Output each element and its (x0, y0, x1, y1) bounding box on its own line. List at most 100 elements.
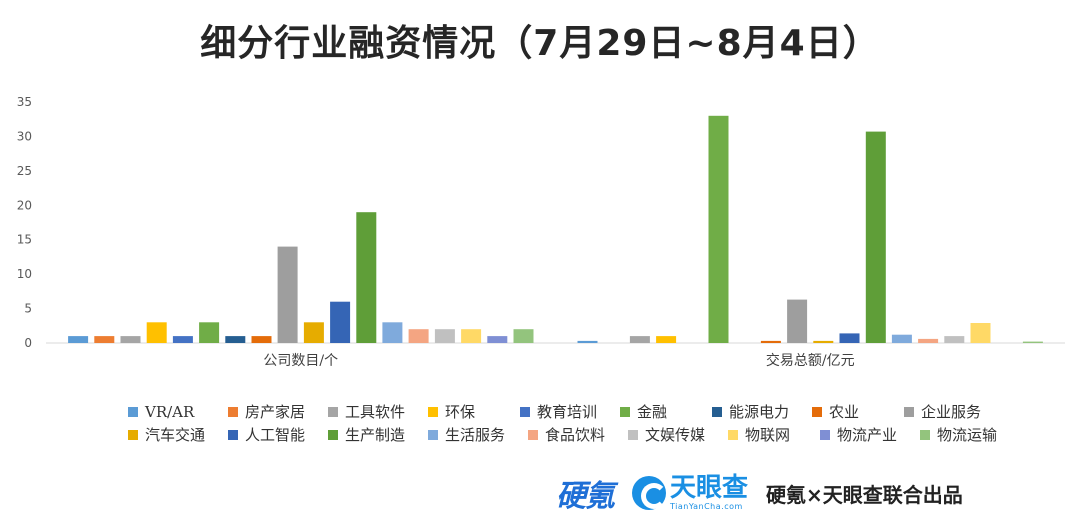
bar (918, 338, 939, 343)
chart-legend: VR/AR 房产家居 工具软件 环保 教育培训 金融 能源电力 农业 企业服务汽车交通 人工智能 生… (128, 400, 1028, 446)
legend-label: 环保 (445, 403, 476, 421)
y-tick-label: 5 (24, 302, 32, 316)
bar (839, 333, 860, 343)
legend-swatch (712, 406, 722, 417)
legend-swatch (328, 429, 338, 440)
legend-label: 汽车交通 (145, 426, 206, 444)
bar (146, 322, 167, 343)
bar (382, 322, 403, 343)
legend-label: 生产制造 (345, 426, 406, 444)
chart-title: 细分行业融资情况（7月29日~8月4日） (200, 23, 880, 64)
y-tick-label: 30 (17, 129, 32, 143)
legend-label: 食品饮料 (545, 426, 606, 444)
legend-swatch (728, 429, 738, 440)
legend-swatch (328, 406, 338, 417)
bar (944, 336, 965, 343)
legend-label: 房产家居 (245, 403, 306, 421)
legend-label: 物流运输 (937, 426, 998, 444)
ying-ke-logo: 硬氪 (556, 479, 615, 514)
bar (1022, 341, 1043, 343)
legend-swatch (628, 429, 638, 440)
bar (94, 336, 115, 343)
bar (356, 212, 377, 343)
legend-item: 金融 (620, 401, 712, 422)
bar (865, 131, 886, 343)
legend-label: 物流产业 (837, 426, 898, 444)
legend-label: 物联网 (745, 426, 791, 444)
tianyancha-logo-text: 天眼查 (670, 473, 749, 503)
bar (277, 246, 298, 343)
legend-label: 人工智能 (245, 426, 306, 444)
bar (434, 329, 455, 343)
bar (629, 336, 650, 343)
bar (487, 336, 508, 343)
bar (225, 336, 246, 343)
legend-swatch (520, 406, 530, 417)
bar (970, 323, 991, 343)
y-tick-label: 25 (17, 164, 32, 178)
legend-swatch (620, 406, 630, 417)
bar (120, 336, 141, 343)
legend-item: 汽车交通 (128, 424, 228, 445)
legend-swatch (228, 406, 238, 417)
tianyancha-logo-url: TianYanCha.com (670, 502, 743, 511)
bar (303, 322, 324, 343)
bar (787, 299, 808, 343)
legend-swatch (128, 406, 138, 417)
legend-row: VR/AR 房产家居 工具软件 环保 教育培训 金融 能源电力 农业 企业服务 (128, 400, 1028, 423)
bar (708, 115, 729, 343)
legend-swatch (128, 429, 138, 440)
bar (461, 329, 482, 343)
legend-label: 教育培训 (537, 403, 598, 421)
y-tick-label: 35 (17, 95, 32, 109)
legend-label: 生活服务 (445, 426, 506, 444)
legend-swatch (812, 406, 822, 417)
bar (577, 340, 598, 343)
legend-item: 物联网 (728, 424, 820, 445)
bar (172, 336, 193, 343)
tianyancha-logo: 天眼查 TianYanCha.com (632, 475, 748, 511)
footer-credit: 硬氪×天眼查联合出品 (766, 482, 963, 507)
y-tick-label: 0 (24, 336, 32, 350)
y-tick-label: 15 (17, 233, 32, 247)
x-category-label: 交易总额/亿元 (766, 352, 855, 369)
legend-item: 房产家居 (228, 401, 328, 422)
bar (656, 336, 677, 343)
legend-item: 生产制造 (328, 424, 428, 445)
bar (513, 329, 534, 343)
legend-swatch (428, 429, 438, 440)
legend-swatch (428, 406, 438, 417)
legend-item: 人工智能 (228, 424, 328, 445)
legend-label: 文娱传媒 (645, 426, 706, 444)
legend-item: 农业 (812, 401, 904, 422)
legend-row: 汽车交通 人工智能 生产制造 生活服务 食品饮料 文娱传媒 物联网 物流产业 物流运输 (128, 423, 1028, 446)
legend-swatch (528, 429, 538, 440)
legend-label: 能源电力 (729, 403, 790, 421)
legend-label: 工具软件 (345, 403, 406, 421)
legend-item: 环保 (428, 401, 520, 422)
legend-item: VR/AR (128, 403, 228, 421)
legend-item: 教育培训 (520, 401, 620, 422)
legend-swatch (228, 429, 238, 440)
tianyancha-mark-icon (632, 476, 667, 510)
legend-item: 能源电力 (712, 401, 812, 422)
legend-swatch (920, 429, 930, 440)
legend-item: 食品饮料 (528, 424, 628, 445)
bar (330, 301, 351, 343)
bar (813, 340, 834, 343)
legend-label: 企业服务 (921, 403, 982, 421)
footer-branding: 硬氪 天眼查 TianYanCha.com 硬氪×天眼查联合出品 (556, 470, 1076, 516)
bar (760, 340, 781, 343)
legend-item: 企业服务 (904, 401, 1004, 422)
legend-item: 生活服务 (428, 424, 528, 445)
legend-item: 文娱传媒 (628, 424, 728, 445)
y-tick-label: 10 (17, 267, 32, 281)
bar-chart: 0 5 10 15 20 25 30 35 公司数目/个 交易总额/亿元 (17, 95, 1065, 369)
y-tick-label: 20 (17, 198, 32, 212)
legend-swatch (820, 429, 830, 440)
legend-item: 工具软件 (328, 401, 428, 422)
legend-item: 物流产业 (820, 424, 920, 445)
legend-label: 金融 (637, 403, 668, 421)
legend-label: 农业 (829, 403, 860, 421)
legend-swatch (904, 406, 914, 417)
